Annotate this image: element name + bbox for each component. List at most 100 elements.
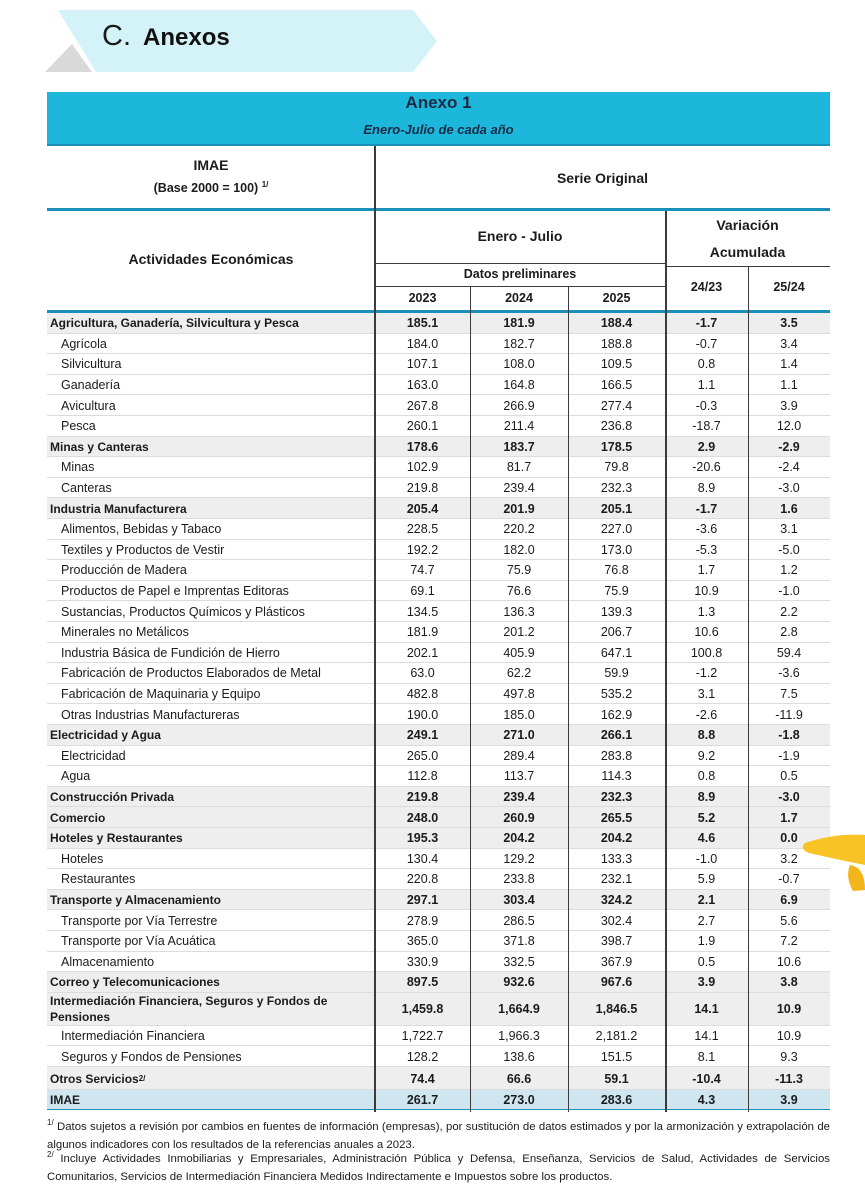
row-label: Productos de Papel e Imprentas Editoras <box>47 581 373 602</box>
cell-value: 7.5 <box>780 687 798 702</box>
cell-value: 0.0 <box>780 831 798 846</box>
cell-value: 12.0 <box>776 419 802 434</box>
cell-value: 108.0 <box>503 357 535 372</box>
cell-value: 2,181.2 <box>595 1029 638 1044</box>
row-label-text: Textiles y Productos de Vestir <box>61 542 225 557</box>
row-background <box>47 395 830 416</box>
row-label: Restaurantes <box>47 869 373 890</box>
row-label: Otras Industrias Manufactureras <box>47 704 373 725</box>
cell-value: 134.5 <box>406 604 439 619</box>
row-rule <box>47 518 830 519</box>
pointer-hand <box>802 834 865 891</box>
row-label-text: Electricidad y Agua <box>50 728 161 743</box>
row-label: IMAE <box>47 1090 373 1110</box>
rule <box>665 266 830 267</box>
cell-value: 10.6 <box>694 625 719 640</box>
cell-value: 1.3 <box>697 604 716 619</box>
cell-value: -11.9 <box>775 707 803 722</box>
row-label: Minas y Canteras <box>47 437 373 458</box>
cell-value: 232.1 <box>600 872 633 887</box>
row-rule <box>47 662 830 664</box>
section-letter: C. <box>102 20 131 52</box>
row-label-text: Industria Manufacturera <box>50 501 187 516</box>
banner-shape <box>58 10 437 72</box>
year-header: 2023 <box>408 291 437 305</box>
cell-value: 9.2 <box>697 748 716 763</box>
cell-value: 398.7 <box>600 934 633 949</box>
cell-value: 232.3 <box>600 790 633 805</box>
cell-value: 266.9 <box>503 398 535 413</box>
cell-value: 1.4 <box>780 357 798 372</box>
row-label: Avicultura <box>47 395 373 416</box>
row-label-text: Industria Básica de Fundición de Hierro <box>61 645 280 660</box>
row-label: Industria Manufacturera <box>47 498 373 519</box>
row-background <box>47 828 830 849</box>
cell-value: 79.8 <box>604 460 629 475</box>
cell-value: 76.8 <box>604 563 629 578</box>
cell-value: 206.7 <box>600 625 633 640</box>
cell-value: 183.7 <box>503 439 535 454</box>
row-background <box>47 889 830 911</box>
cell-value: 190.0 <box>406 707 439 722</box>
cell-value: 1.6 <box>780 501 798 516</box>
cell-value: 0.8 <box>697 357 716 372</box>
cell-value: 75.9 <box>506 563 532 578</box>
row-background <box>47 704 830 725</box>
cell-value: 59.9 <box>604 666 629 681</box>
cell-value: 1,664.9 <box>498 1002 540 1017</box>
row-rule <box>47 827 830 828</box>
cell-value: 261.7 <box>406 1093 439 1107</box>
row-label-text: Ganadería <box>61 378 121 393</box>
cell-value: 182.0 <box>503 542 535 557</box>
cell-value: 204.2 <box>503 831 535 846</box>
cell-value: 249.1 <box>406 728 439 743</box>
cell-value: 184.0 <box>406 336 439 351</box>
row-label: Industria Básica de Fundición de Hierro <box>47 643 373 664</box>
rule <box>47 144 830 146</box>
row-rule <box>47 847 830 849</box>
row-label: Construcción Privada <box>47 787 373 808</box>
footnote-text: Incluye Actividades Inmobiliarias y Empr… <box>47 1152 830 1183</box>
cell-value: 10.9 <box>776 1029 802 1044</box>
cell-value: 260.1 <box>406 419 439 434</box>
cell-value: 2.9 <box>697 439 716 454</box>
cell-value: 69.1 <box>410 584 435 599</box>
cell-value: 897.5 <box>406 975 439 990</box>
cell-value: 3.9 <box>697 975 716 990</box>
cell-value: 5.2 <box>697 810 716 825</box>
row-label-text: Otras Industrias Manufactureras <box>61 707 240 722</box>
row-label: Intermediación Financiera, Seguros y Fon… <box>47 993 373 1026</box>
row-label-text: IMAE <box>50 1093 80 1107</box>
row-label: Producción de Madera <box>47 560 373 581</box>
row-label: Sustancias, Productos Químicos y Plástic… <box>47 601 373 622</box>
row-label: Ganadería <box>47 375 373 396</box>
row-background <box>47 477 830 499</box>
cell-value: -1.0 <box>778 584 800 599</box>
row-label-text: Intermediación Financiera <box>61 1029 205 1044</box>
rule <box>47 208 830 211</box>
row-label: Agrícola <box>47 334 373 355</box>
cell-value: 188.4 <box>600 316 633 331</box>
cell-value: 201.9 <box>503 501 535 516</box>
cell-value: 647.1 <box>600 645 633 660</box>
row-rule <box>47 888 830 890</box>
row-label: Transporte por Vía Terrestre <box>47 910 373 931</box>
cell-value: 324.2 <box>600 893 633 908</box>
cell-value: 8.9 <box>697 790 716 805</box>
cell-value: 195.3 <box>406 831 439 846</box>
row-label-text: Agrícola <box>61 336 107 351</box>
row-label-text: Fabricación de Maquinaria y Equipo <box>61 687 261 702</box>
cell-value: 260.9 <box>503 810 535 825</box>
row-rule <box>47 435 830 437</box>
cell-value: 1,846.5 <box>595 1002 638 1017</box>
row-label-text: Correo y Telecomunicaciones <box>50 975 220 990</box>
cell-value: 967.6 <box>600 975 633 990</box>
row-label: Electricidad y Agua <box>47 725 373 746</box>
cell-value: 204.2 <box>600 831 633 846</box>
cell-value: 227.0 <box>600 522 633 537</box>
cell-value: 535.2 <box>600 687 633 702</box>
row-label: Transporte y Almacenamiento <box>47 890 373 911</box>
cell-value: 273.0 <box>503 1093 535 1107</box>
cell-value: 297.1 <box>406 893 439 908</box>
cell-value: 181.9 <box>503 316 535 331</box>
